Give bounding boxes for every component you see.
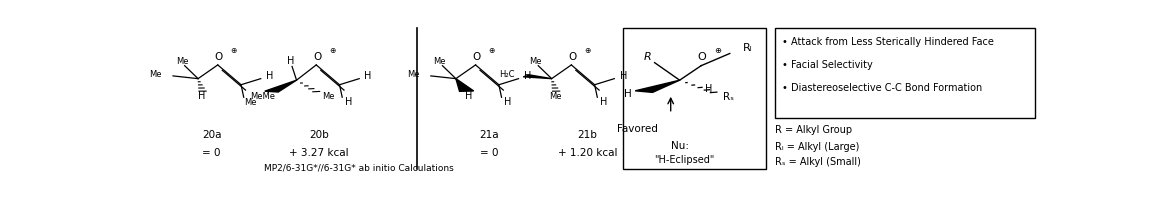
Text: • Diastereoselective C-C Bond Formation: • Diastereoselective C-C Bond Formation: [782, 83, 982, 93]
Text: ⊕: ⊕: [584, 46, 590, 55]
Text: Me: Me: [244, 98, 256, 107]
Text: H: H: [524, 71, 531, 81]
Text: Me: Me: [549, 92, 561, 101]
Text: R: R: [643, 51, 651, 62]
Text: = 0: = 0: [479, 148, 498, 158]
Text: "H-Eclipsed": "H-Eclipsed": [654, 155, 714, 165]
Text: = 0: = 0: [202, 148, 221, 158]
Text: ⊕: ⊕: [489, 46, 494, 55]
Polygon shape: [264, 80, 297, 92]
Text: • Facial Selectivity: • Facial Selectivity: [782, 60, 872, 70]
Text: + 1.20 kcal: + 1.20 kcal: [558, 148, 617, 158]
Text: Me: Me: [407, 69, 419, 79]
Text: Me: Me: [529, 57, 542, 66]
FancyBboxPatch shape: [775, 28, 1035, 118]
Text: ⊕: ⊕: [231, 46, 237, 55]
Text: R = Alkyl Group: R = Alkyl Group: [775, 126, 852, 135]
Text: H: H: [345, 97, 352, 107]
Text: H: H: [504, 97, 512, 107]
Text: Me: Me: [322, 92, 335, 101]
Polygon shape: [456, 79, 474, 91]
Text: ⊕: ⊕: [715, 46, 722, 55]
Text: H₂C: H₂C: [499, 69, 515, 79]
Text: + 3.27 kcal: + 3.27 kcal: [289, 148, 349, 158]
Text: Rₛ: Rₛ: [723, 92, 735, 102]
Text: 20b: 20b: [310, 130, 329, 140]
Text: Rₛ = Alkyl (Small): Rₛ = Alkyl (Small): [775, 157, 862, 168]
Text: 21a: 21a: [479, 130, 499, 140]
Text: Me: Me: [149, 69, 162, 79]
Text: O: O: [313, 51, 321, 62]
Text: Rₗ = Alkyl (Large): Rₗ = Alkyl (Large): [775, 142, 859, 152]
Text: H: H: [288, 56, 295, 66]
Text: 21b: 21b: [578, 130, 597, 140]
Text: H: H: [599, 97, 608, 107]
Text: Rₗ: Rₗ: [743, 43, 753, 53]
FancyBboxPatch shape: [624, 28, 767, 169]
Text: 20a: 20a: [202, 130, 222, 140]
Text: Nu:: Nu:: [671, 142, 688, 151]
Text: H: H: [266, 71, 274, 81]
Text: O: O: [215, 51, 223, 62]
Text: MP2/6-31G*//6-31G* ab initio Calculations: MP2/6-31G*//6-31G* ab initio Calculation…: [264, 163, 454, 172]
Text: Me: Me: [176, 57, 188, 66]
Text: H: H: [198, 91, 206, 101]
Text: H: H: [619, 71, 627, 81]
Text: H: H: [464, 91, 472, 101]
Text: H: H: [365, 71, 372, 81]
Text: • Attack from Less Sterically Hindered Face: • Attack from Less Sterically Hindered F…: [782, 37, 993, 47]
Polygon shape: [523, 75, 552, 79]
Text: ⊕: ⊕: [329, 46, 336, 55]
Text: Me: Me: [433, 57, 446, 66]
Text: MeMe: MeMe: [249, 92, 275, 101]
Text: O: O: [568, 51, 576, 62]
Text: H: H: [624, 89, 632, 99]
Text: O: O: [698, 52, 707, 62]
Text: H: H: [705, 84, 711, 94]
Text: Favored: Favored: [617, 124, 658, 134]
Text: O: O: [472, 51, 480, 62]
Polygon shape: [635, 80, 679, 92]
